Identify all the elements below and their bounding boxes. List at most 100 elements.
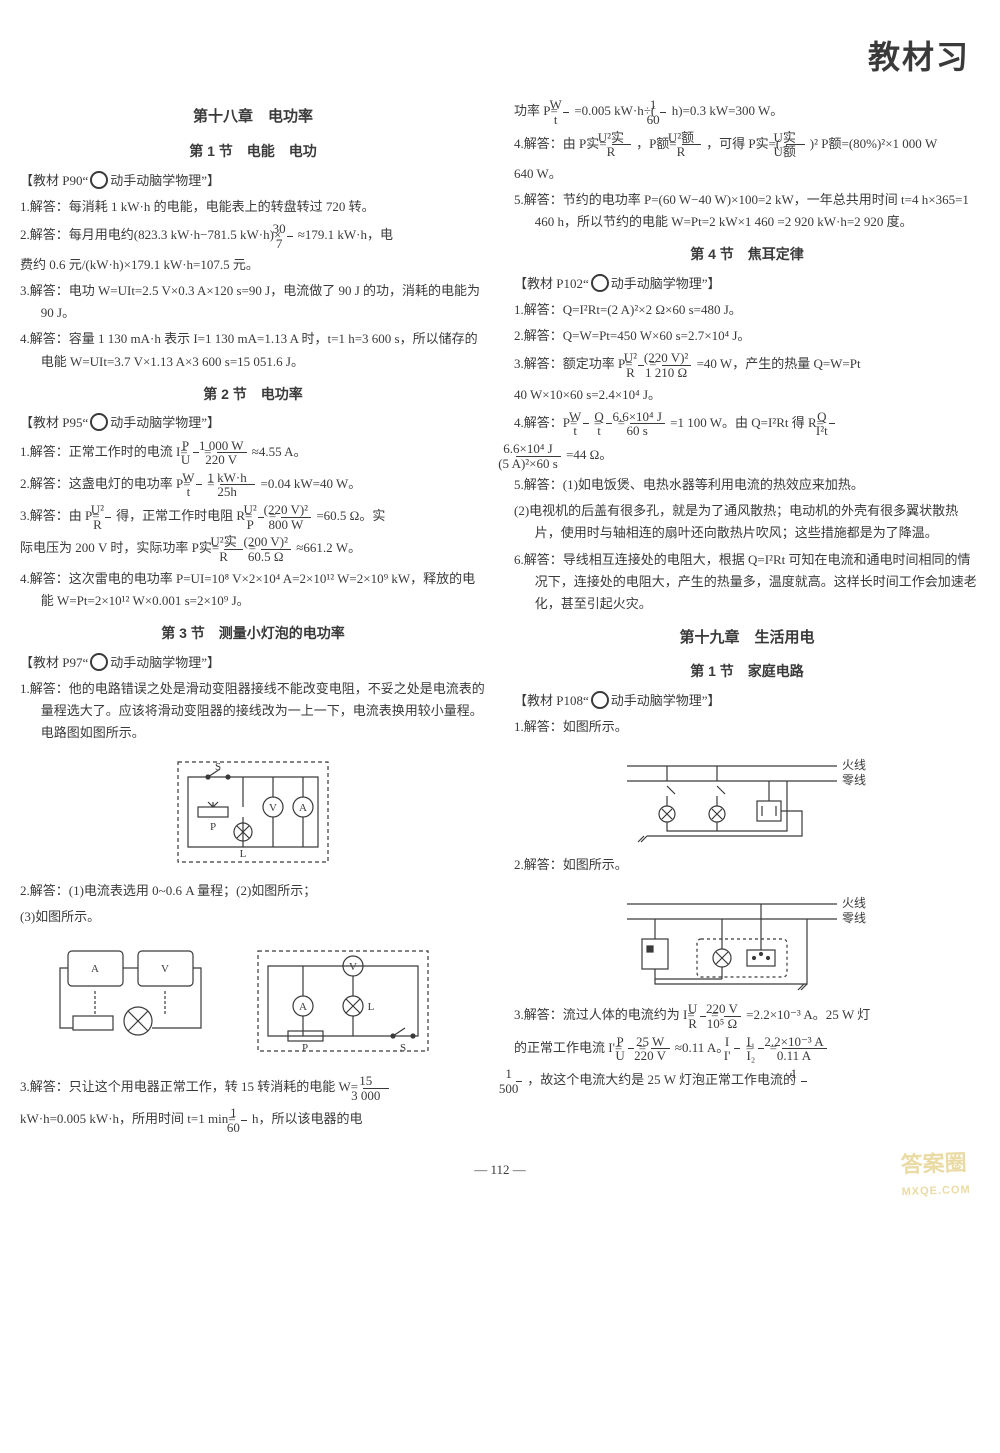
q3-3b: kW·h=0.005 kW·h，所用时间 t=1 min= 160 h，所以该电… <box>20 1106 486 1134</box>
svg-text:S: S <box>400 1042 406 1054</box>
circuit-figure-1: S P L V A <box>20 752 486 872</box>
n: W <box>563 98 569 113</box>
q1-2b: 费约 0.6 元/(kW·h)×179.1 kW·h=107.5 元。 <box>20 254 486 276</box>
q3-2b: (3)如图所示。 <box>20 906 486 928</box>
q19-1: 1.解答：如图所示。 <box>514 716 980 738</box>
txt: 3.解答：由 P= <box>20 508 100 523</box>
txt: ，故这个电流大约是 25 W 灯泡正常工作电流的 <box>527 1072 796 1087</box>
household-circuit-figure-2: 火线 零线 <box>514 884 980 994</box>
n: U² <box>105 503 111 518</box>
d: t <box>196 485 202 499</box>
section-3-title: 第 3 节 测量小灯泡的电功率 <box>20 622 486 646</box>
d: U额 <box>786 145 805 159</box>
txt: kW·h=0.005 kW·h，所用时间 t=1 min= <box>20 1112 236 1127</box>
svg-text:火线: 火线 <box>842 758 866 772</box>
household-circuit-figure-1: 火线 零线 <box>514 746 980 846</box>
q19-3c: 1500 ，故这个电流大约是 25 W 灯泡正常工作电流的 1 <box>514 1067 980 1095</box>
q1-3: 3.解答：电功 W=UIt=2.5 V×0.3 A×120 s=90 J，电流做… <box>20 280 486 324</box>
q1-1: 1.解答：每消耗 1 kW·h 的电能，电能表上的转盘转过 720 转。 <box>20 196 486 218</box>
txt: ≈0.11 A。 <box>675 1040 729 1055</box>
q4-6: 6.解答：导线相互连接处的电阻大，根据 Q=I²Rt 可知在电流和通电时间相同的… <box>514 549 980 615</box>
n: U² <box>638 351 644 366</box>
txt: 际电压为 200 V 时，实际功率 P实= <box>20 540 219 555</box>
d: R <box>700 1017 706 1031</box>
txt: =40 W，产生的热量 Q=W=Pt <box>697 356 861 371</box>
txt: ≈661.2 W。 <box>296 540 361 555</box>
q3-4: 4.解答：由 P实= U²实R ，P额= U²额R ，可得 P实=( U实U额 … <box>514 131 980 159</box>
txt: 2.解答：每月用电约(823.3 kW·h−781.5 kW·h)× <box>20 227 281 242</box>
txt: =0.04 kW=40 W。 <box>261 476 362 491</box>
n: W <box>196 471 202 486</box>
chapter-19-title: 第十九章 生活用电 <box>514 625 980 651</box>
circle-icon <box>90 653 108 671</box>
txt: 2.解答：这盏电灯的电功率 P= <box>20 476 191 491</box>
q1-4: 4.解答：容量 1 130 mA·h 表示 I=1 130 mA=1.13 A … <box>20 328 486 372</box>
d: 25h <box>220 485 256 499</box>
d: 60 <box>660 113 666 127</box>
d: 60 s <box>630 424 665 438</box>
d: P <box>258 518 264 532</box>
txt: =60.5 Ω。实 <box>316 508 385 523</box>
n: 1 <box>801 1067 807 1082</box>
txt: ，可得 P实=( <box>706 136 780 151</box>
svg-text:V: V <box>269 802 277 814</box>
ref-suffix: 动手动脑学物理”】 <box>110 415 220 430</box>
n: U²实 <box>224 535 243 550</box>
svg-text:P: P <box>210 821 216 833</box>
n: 1 <box>660 98 666 113</box>
circle-icon <box>591 691 609 709</box>
txt: 4.解答：P= <box>514 415 577 430</box>
txt: 4.解答：由 P实= <box>514 136 607 151</box>
txt: h，所以该电器的电 <box>252 1112 363 1127</box>
svg-text:P: P <box>302 1042 308 1054</box>
q4-2: 2.解答：Q=W=Pt=450 W×60 s=2.7×10⁴ J。 <box>514 325 980 347</box>
svg-text:L: L <box>240 848 247 860</box>
section-19-1-title: 第 1 节 家庭电路 <box>514 660 980 684</box>
txt: 1.解答：正常工作时的电流 I= <box>20 444 188 459</box>
ref-prefix: 【教材 P90“ <box>20 173 88 188</box>
textbook-ref-4: 【教材 P102“动手动脑学物理”】 <box>514 273 980 295</box>
txt: )² P额=(80%)²×1 000 W <box>810 136 938 151</box>
n: 1 000 W <box>217 439 247 454</box>
q4-4: 4.解答：P= Wt = Qt = 6.6×10⁴ J60 s =1 100 W… <box>514 410 980 438</box>
n: 1 <box>516 1067 522 1082</box>
section-4-title: 第 4 节 焦耳定律 <box>514 243 980 267</box>
ref-suffix: 动手动脑学物理”】 <box>611 693 721 708</box>
n: U²额 <box>682 131 701 146</box>
den: 7 <box>287 237 293 251</box>
n: I <box>734 1035 740 1050</box>
d: R <box>105 518 111 532</box>
n: (220 V)² <box>662 351 692 366</box>
q4-5b: (2)电视机的后盖有很多孔，就是为了通风散热；电动机的外壳有很多翼状散热片，使用… <box>514 500 980 544</box>
d: R <box>224 550 243 564</box>
d: 220 V <box>217 453 247 467</box>
ref-suffix: 动手动脑学物理”】 <box>110 655 220 670</box>
q19-3b: 的正常工作电流 I'= PU = 25 W220 V ≈0.11 A。 II' … <box>514 1035 980 1063</box>
txt: =1 100 W。由 Q=I²Rt 得 R= <box>670 415 824 430</box>
n: 1 <box>241 1106 247 1121</box>
d: 60 <box>241 1121 247 1135</box>
watermark-sub: MXQE.COM <box>901 1181 971 1202</box>
d: 220 V <box>651 1049 669 1063</box>
watermark: 答案圈 MXQE.COM <box>900 1144 971 1202</box>
textbook-ref-2: 【教材 P95“动手动脑学物理”】 <box>20 412 486 434</box>
ref-prefix: 【教材 P108“ <box>514 693 589 708</box>
d: t <box>606 424 612 438</box>
txt: ≈179.1 kW·h，电 <box>298 227 393 242</box>
svg-text:L: L <box>368 1001 375 1013</box>
d: t <box>583 424 589 438</box>
section-2-title: 第 2 节 电功率 <box>20 383 486 407</box>
num: 30 <box>287 222 293 237</box>
q2-4: 4.解答：这次雷电的电功率 P=UI=10⁸ V×2×10⁴ A=2×10¹² … <box>20 568 486 612</box>
page-number: — 112 — <box>20 1159 980 1181</box>
txt: =2.2×10⁻³ A。25 W 灯 <box>746 1008 870 1023</box>
q4-4b: 6.6×10⁴ J(5 A)²×60 s =44 Ω。 <box>514 442 980 470</box>
circle-icon <box>90 413 108 431</box>
ref-prefix: 【教材 P97“ <box>20 655 88 670</box>
d: R <box>612 145 631 159</box>
d: 60.5 Ω <box>261 550 291 564</box>
d: (5 A)²×60 s <box>516 457 561 471</box>
svg-text:火线: 火线 <box>842 896 866 910</box>
q4-1: 1.解答：Q=I²Rt=(2 A)²×2 Ω×60 s=480 J。 <box>514 299 980 321</box>
n: U实 <box>786 131 805 146</box>
